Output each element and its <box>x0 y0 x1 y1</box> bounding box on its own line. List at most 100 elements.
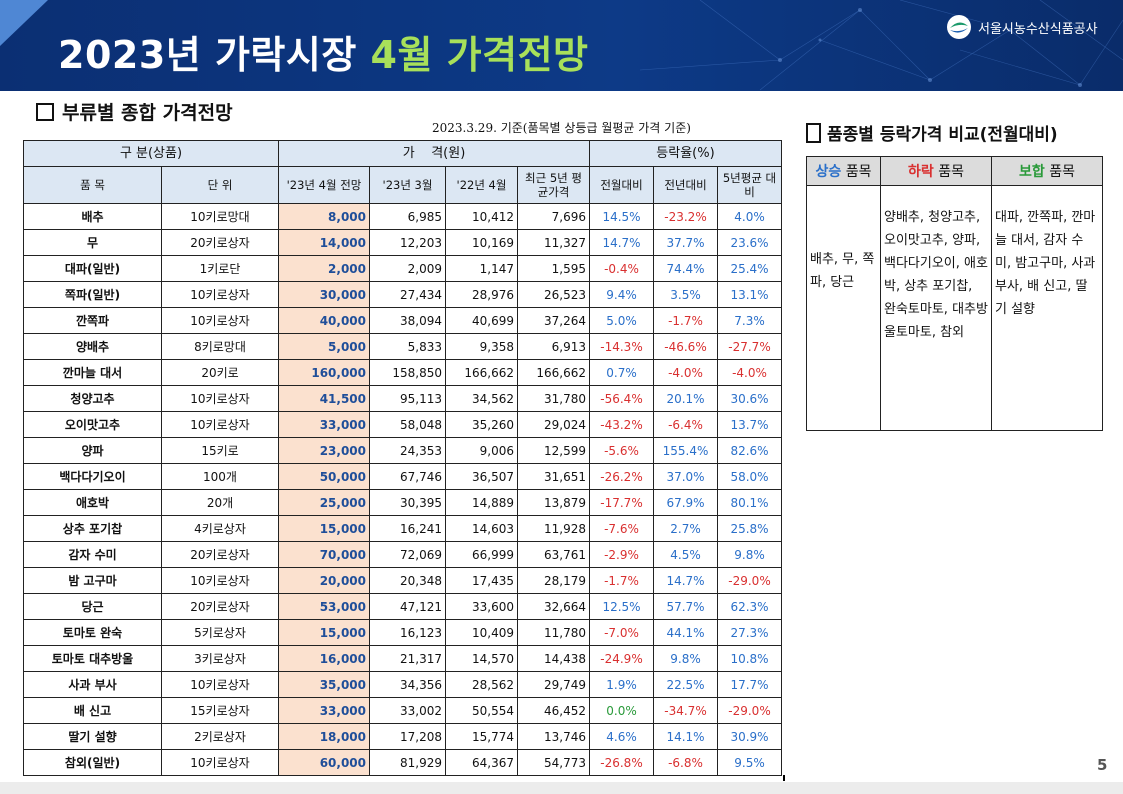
cell-v5: 17.7% <box>717 671 782 698</box>
cell-yoy: 57.7% <box>653 593 718 620</box>
cell-forecast: 25,000 <box>278 489 370 516</box>
cell-apr22: 9,006 <box>445 437 518 464</box>
table-row: 딸기 설향 2키로상자 18,000 17,208 15,774 13,746 4.6% 14… <box>23 723 782 750</box>
table-row: 애호박 20개 25,000 30,395 14,889 13,879 -17.7% 67.9… <box>23 489 782 516</box>
cell-item: 청양고추 <box>23 385 162 412</box>
cell-avg5: 166,662 <box>517 359 590 386</box>
header-rate: 등락율(%) <box>589 140 782 167</box>
cell-mom: 0.0% <box>589 697 654 724</box>
cell-mar23: 30,395 <box>369 489 446 516</box>
cell-unit: 4키로상자 <box>161 515 279 542</box>
cell-item: 깐쪽파 <box>23 307 162 334</box>
column-header-apr22: '22년 4월 <box>445 166 518 204</box>
cell-mom: 14.5% <box>589 203 654 230</box>
cell-v5: 30.9% <box>717 723 782 750</box>
cell-mar23: 2,009 <box>369 255 446 282</box>
cell-apr22: 64,367 <box>445 749 518 776</box>
cell-apr22: 34,562 <box>445 385 518 412</box>
cell-apr22: 9,358 <box>445 333 518 360</box>
cell-mom: -26.8% <box>589 749 654 776</box>
cell-item: 밤 고구마 <box>23 567 162 594</box>
cell-unit: 10키로상자 <box>161 749 279 776</box>
cell-apr22: 10,409 <box>445 619 518 646</box>
cell-unit: 10키로망대 <box>161 203 279 230</box>
cell-v5: 82.6% <box>717 437 782 464</box>
cell-mom: 9.4% <box>589 281 654 308</box>
cell-forecast: 40,000 <box>278 307 370 334</box>
table-row: 청양고추 10키로상자 41,500 95,113 34,562 31,780 -56.4%… <box>23 385 782 412</box>
cell-mom: 5.0% <box>589 307 654 334</box>
cell-mar23: 24,353 <box>369 437 446 464</box>
org-logo-icon <box>947 15 971 39</box>
cell-forecast: 20,000 <box>278 567 370 594</box>
cell-apr22: 10,169 <box>445 229 518 256</box>
column-header-v5: 5년평균 대비 <box>717 166 782 204</box>
table-row: 토마토 대추방울 3키로상자 16,000 21,317 14,570 14,438 -24… <box>23 645 782 672</box>
cell-yoy: -4.0% <box>653 359 718 386</box>
cell-forecast: 16,000 <box>278 645 370 672</box>
section1-title: 부류별 종합 가격전망 <box>36 98 233 125</box>
cell-mar23: 12,203 <box>369 229 446 256</box>
table-row: 상추 포기찹 4키로상자 15,000 16,241 14,603 11,928 -7.6%… <box>23 515 782 542</box>
cell-mar23: 95,113 <box>369 385 446 412</box>
cell-avg5: 13,879 <box>517 489 590 516</box>
cell-apr22: 50,554 <box>445 697 518 724</box>
cell-mar23: 27,434 <box>369 281 446 308</box>
cell-forecast: 15,000 <box>278 619 370 646</box>
footer-band <box>0 782 1123 794</box>
cell-apr22: 36,507 <box>445 463 518 490</box>
column-header-mom: 전월대비 <box>589 166 654 204</box>
cell-apr22: 10,412 <box>445 203 518 230</box>
cell-yoy: 67.9% <box>653 489 718 516</box>
cell-unit: 1키로단 <box>161 255 279 282</box>
falling-items: 양배추, 청양고추, 오이맛고추, 양파, 백다다기오이, 애호박, 상추 포기… <box>880 185 992 431</box>
cell-mar23: 33,002 <box>369 697 446 724</box>
cell-unit: 10키로상자 <box>161 281 279 308</box>
flat-items: 대파, 깐쪽파, 깐마늘 대서, 감자 수미, 밤고구마, 사과 부사, 배 신… <box>991 185 1103 431</box>
cell-mom: -26.2% <box>589 463 654 490</box>
cell-mom: -7.0% <box>589 619 654 646</box>
cell-unit: 2키로상자 <box>161 723 279 750</box>
cell-v5: 10.8% <box>717 645 782 672</box>
cell-mar23: 5,833 <box>369 333 446 360</box>
cell-forecast: 33,000 <box>278 411 370 438</box>
cell-mom: 1.9% <box>589 671 654 698</box>
cell-yoy: 20.1% <box>653 385 718 412</box>
cell-item: 쪽파(일반) <box>23 281 162 308</box>
cell-forecast: 23,000 <box>278 437 370 464</box>
cell-apr22: 40,699 <box>445 307 518 334</box>
cell-forecast: 53,000 <box>278 593 370 620</box>
header-flat: 보합 품목 <box>991 156 1103 186</box>
cell-yoy: -34.7% <box>653 697 718 724</box>
cell-yoy: 14.7% <box>653 567 718 594</box>
cell-v5: 80.1% <box>717 489 782 516</box>
cell-unit: 15키로상자 <box>161 697 279 724</box>
column-header-item: 품 목 <box>23 166 162 204</box>
cell-unit: 20키로상자 <box>161 541 279 568</box>
cell-v5: -4.0% <box>717 359 782 386</box>
column-header-yoy: 전년대비 <box>653 166 718 204</box>
cell-mar23: 16,241 <box>369 515 446 542</box>
cell-apr22: 17,435 <box>445 567 518 594</box>
cell-unit: 10키로상자 <box>161 411 279 438</box>
cell-mom: -14.3% <box>589 333 654 360</box>
table-row: 배 신고 15키로상자 33,000 33,002 50,554 46,452 0.0% -3… <box>23 697 782 724</box>
cell-v5: 13.7% <box>717 411 782 438</box>
cell-yoy: -1.7% <box>653 307 718 334</box>
cell-forecast: 8,000 <box>278 203 370 230</box>
cell-mar23: 72,069 <box>369 541 446 568</box>
cell-item: 토마토 완숙 <box>23 619 162 646</box>
cell-mom: -5.6% <box>589 437 654 464</box>
cell-mar23: 58,048 <box>369 411 446 438</box>
cell-apr22: 28,562 <box>445 671 518 698</box>
page-number: 5 <box>1097 756 1108 774</box>
cell-apr22: 35,260 <box>445 411 518 438</box>
cell-v5: 23.6% <box>717 229 782 256</box>
table-row: 당근 20키로상자 53,000 47,121 33,600 32,664 12.5% 57.… <box>23 593 782 620</box>
cell-yoy: 14.1% <box>653 723 718 750</box>
cell-v5: -29.0% <box>717 697 782 724</box>
cell-mar23: 81,929 <box>369 749 446 776</box>
rising-items: 배추, 무, 쪽파, 당근 <box>806 185 881 431</box>
cell-item: 감자 수미 <box>23 541 162 568</box>
table-row: 양파 15키로 23,000 24,353 9,006 12,599 -5.6% 155.4%… <box>23 437 782 464</box>
